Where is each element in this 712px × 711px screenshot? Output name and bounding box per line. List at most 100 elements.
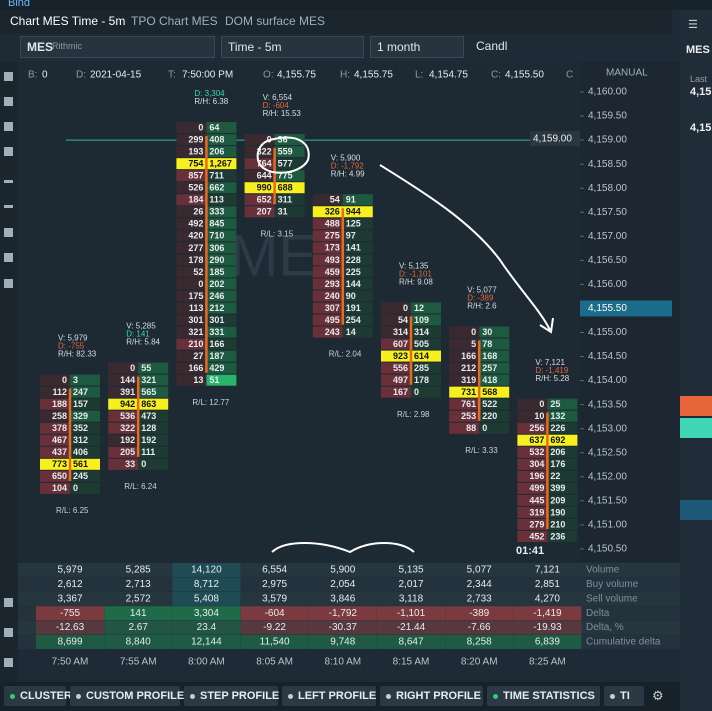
cluster-cell [108, 374, 139, 386]
panel-button[interactable]: TIME STATISTICS [487, 686, 600, 706]
cluster-cell [206, 278, 237, 290]
time-label: 8:05 AM [256, 657, 293, 668]
ask-volume: 55 [141, 363, 151, 373]
timeframe[interactable]: Time - 5m [221, 36, 364, 58]
tool-icon[interactable] [4, 279, 13, 288]
settings-button[interactable]: ⚙ [652, 688, 664, 703]
ask-volume: 329 [73, 411, 88, 421]
stats-value: -604 [265, 608, 285, 619]
bid-volume: 188 [52, 399, 67, 409]
stats-value: 8,699 [57, 637, 82, 648]
ask-volume: 406 [73, 447, 88, 457]
tab[interactable]: Chart MES Time - 5m [10, 14, 126, 28]
tool-icon[interactable] [4, 253, 13, 262]
stats-value: 141 [130, 608, 147, 619]
ask-volume: 285 [414, 363, 429, 373]
stats-value: 2,733 [467, 593, 492, 604]
bid-volume: 420 [188, 231, 203, 241]
tool-icon[interactable] [4, 122, 13, 131]
cluster-cell [342, 194, 373, 206]
cluster-cell [244, 170, 275, 182]
cluster-cell [342, 278, 373, 290]
stats-value: 23.4 [197, 622, 217, 633]
panel-button[interactable]: TI [604, 686, 644, 706]
cluster-cell [206, 230, 237, 242]
cluster-cell [176, 362, 207, 374]
bind-link[interactable]: Bind [8, 0, 31, 9]
stats-cell [240, 635, 309, 649]
cluster-cell [547, 482, 578, 494]
cluster-cell [342, 230, 373, 242]
stats-value: 5,408 [194, 593, 219, 604]
cluster-cell [138, 410, 169, 422]
bid-volume: 644 [257, 171, 272, 181]
stats-cell [445, 606, 514, 621]
tab[interactable]: DOM surface MES [225, 14, 326, 28]
tool-icon[interactable] [4, 658, 13, 667]
range[interactable]: 1 month [370, 36, 464, 58]
cluster-cell [244, 182, 275, 194]
tab[interactable]: TPO Chart MES [131, 14, 218, 28]
side-menu[interactable]: ☰ [688, 19, 698, 31]
tool-icon[interactable] [4, 72, 13, 81]
time-label: 7:50 AM [52, 657, 89, 668]
tool-icon[interactable] [4, 628, 13, 637]
panel-button[interactable]: CLUSTER [4, 686, 72, 706]
cluster-cell [342, 314, 373, 326]
cluster-cell [206, 134, 237, 146]
bid-volume: 923 [393, 351, 408, 361]
tool-icon[interactable] [4, 205, 13, 208]
ask-volume: 212 [209, 303, 224, 313]
stats-value: 3,846 [330, 593, 355, 604]
tool-icon[interactable] [4, 228, 13, 237]
cluster-cell [479, 422, 510, 434]
stats-label: Delta, % [586, 622, 624, 633]
panel-button[interactable]: LEFT PROFILE [282, 686, 376, 706]
stats-value: 5,077 [467, 565, 492, 576]
cluster-cell [176, 218, 207, 230]
ask-volume: 312 [73, 435, 88, 445]
tool-icon[interactable] [4, 97, 13, 106]
stats-cell [104, 606, 173, 621]
ask-volume: 144 [346, 279, 361, 289]
bid-volume: 166 [461, 351, 476, 361]
ask-volume: 429 [209, 363, 224, 373]
ask-volume: 226 [550, 423, 565, 433]
cluster-cell [449, 386, 480, 398]
bid-volume: 0 [62, 375, 67, 385]
panel-button[interactable]: CUSTOM PROFILE [70, 686, 184, 706]
cluster-cell [176, 194, 207, 206]
bid-volume: 307 [325, 303, 340, 313]
ask-volume: 863 [141, 399, 156, 409]
panel-button[interactable]: RIGHT PROFILE [380, 686, 483, 706]
stats-value: 5,900 [330, 565, 355, 576]
ask-volume: 128 [141, 423, 156, 433]
bid-volume: 536 [120, 411, 135, 421]
cluster-cell [138, 374, 169, 386]
cluster-header: R/H: 5.28 [535, 374, 569, 383]
ask-volume: 568 [482, 387, 497, 397]
cluster-cell [108, 422, 139, 434]
ask-volume: 91 [346, 195, 356, 205]
cluster-cell [479, 398, 510, 410]
cluster-header: D: 3,304 [194, 89, 225, 98]
stats-value: 3,367 [57, 593, 82, 604]
tool-icon[interactable] [4, 147, 13, 156]
tool-icon[interactable] [4, 180, 13, 183]
cluster-cell [411, 314, 441, 326]
bid-volume: 857 [188, 171, 203, 181]
chart-style[interactable]: Candl [476, 39, 508, 53]
cluster-rl: R/L: 3.33 [465, 446, 498, 455]
tool-icon[interactable] [4, 598, 13, 607]
stats-cell [308, 635, 377, 649]
cluster-cell [176, 290, 207, 302]
ask-volume: 301 [209, 315, 224, 325]
symbol-box[interactable]: MES [20, 36, 215, 58]
cluster-header: D: 141 [126, 330, 150, 339]
cluster-cell [449, 374, 480, 386]
annotation-brace [271, 542, 415, 554]
ask-volume: 31 [278, 207, 288, 217]
cluster-cell [108, 446, 139, 458]
cluster-header: V: 5,900 [331, 153, 361, 162]
panel-button[interactable]: STEP PROFILE [184, 686, 279, 706]
